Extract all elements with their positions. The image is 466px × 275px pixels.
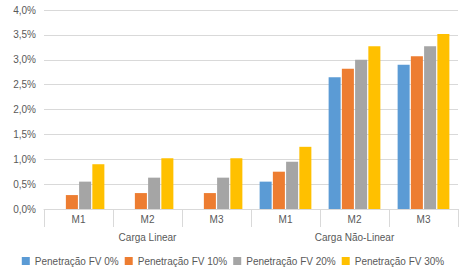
svg-text:0,5%: 0,5% bbox=[13, 179, 36, 190]
svg-text:M2: M2 bbox=[348, 214, 362, 225]
svg-text:Penetração FV 0%: Penetração FV 0% bbox=[35, 256, 119, 267]
svg-text:4,0%: 4,0% bbox=[13, 5, 36, 16]
svg-text:M3: M3 bbox=[417, 214, 431, 225]
svg-text:1,5%: 1,5% bbox=[13, 129, 36, 140]
svg-text:Penetração FV 30%: Penetração FV 30% bbox=[355, 256, 445, 267]
svg-text:Penetração FV 10%: Penetração FV 10% bbox=[138, 256, 228, 267]
svg-text:2,0%: 2,0% bbox=[13, 104, 36, 115]
svg-text:M2: M2 bbox=[141, 214, 155, 225]
svg-text:2,5%: 2,5% bbox=[13, 79, 36, 90]
svg-text:Penetração FV 20%: Penetração FV 20% bbox=[246, 256, 336, 267]
svg-text:M1: M1 bbox=[279, 214, 293, 225]
svg-text:1,0%: 1,0% bbox=[13, 154, 36, 165]
svg-text:M3: M3 bbox=[210, 214, 224, 225]
svg-text:3,5%: 3,5% bbox=[13, 29, 36, 40]
svg-text:M1: M1 bbox=[72, 214, 86, 225]
svg-text:Carga Não-Linear: Carga Não-Linear bbox=[315, 232, 395, 243]
svg-text:Carga Linear: Carga Linear bbox=[119, 232, 177, 243]
svg-text:0,0%: 0,0% bbox=[13, 204, 36, 215]
svg-text:3,0%: 3,0% bbox=[13, 54, 36, 65]
